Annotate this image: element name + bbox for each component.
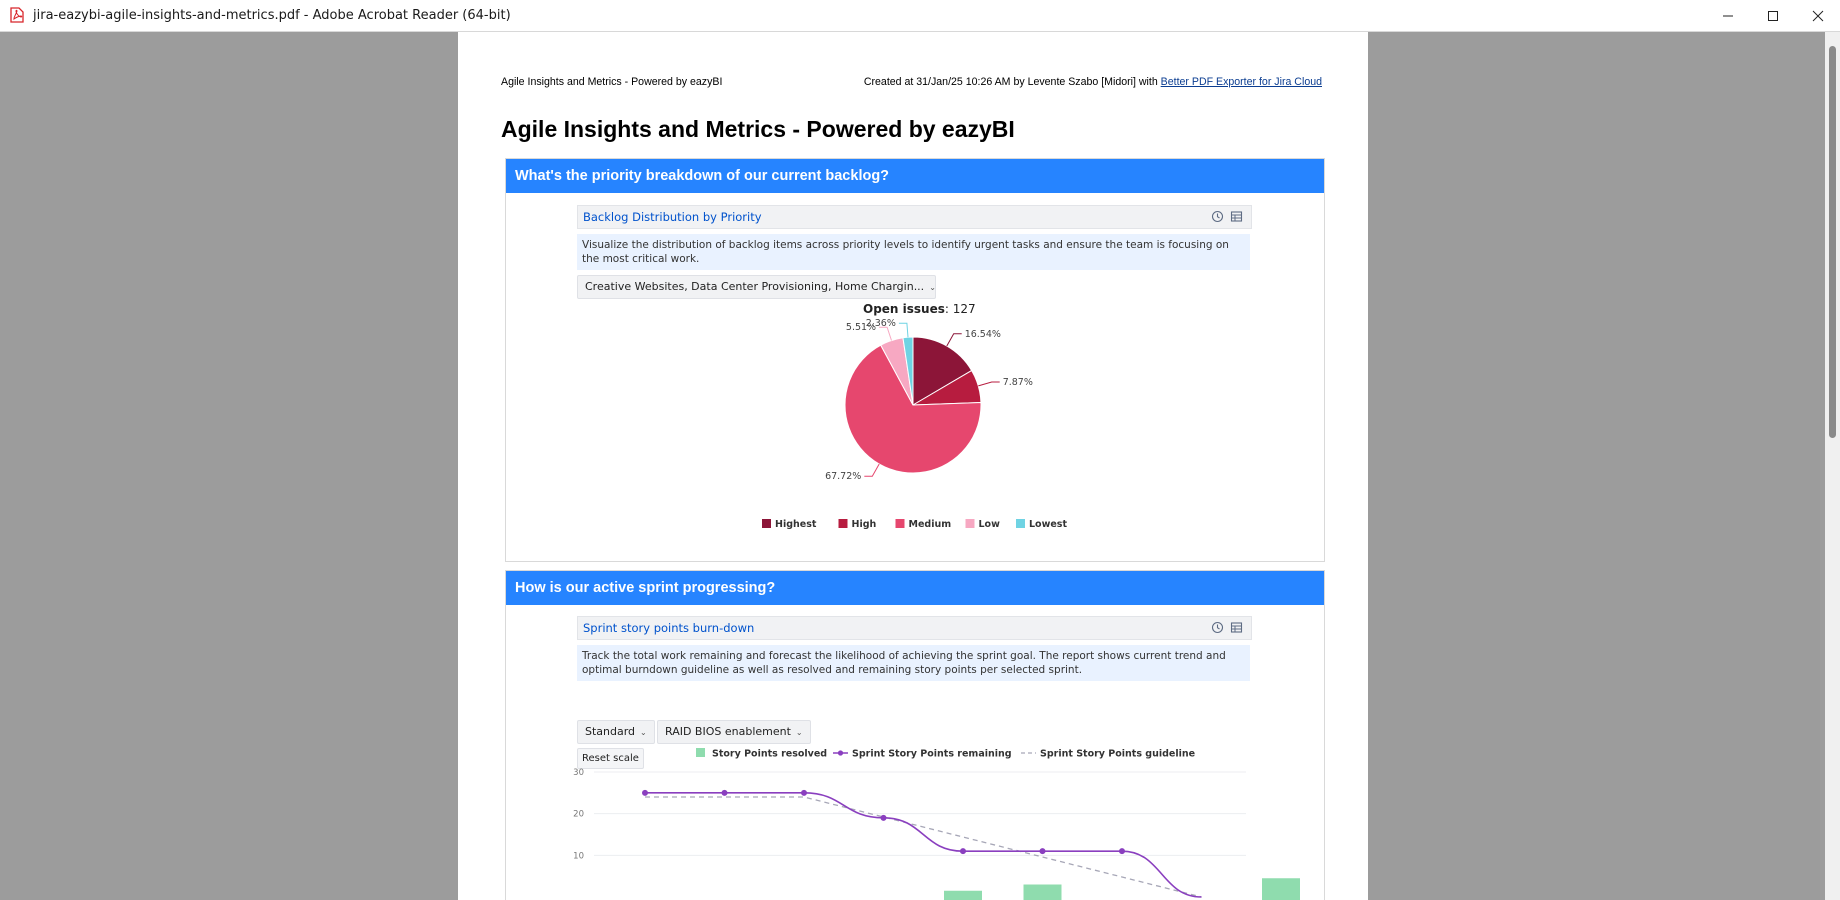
- legend-swatch: [838, 519, 848, 528]
- open-issues-label: Open issues: [863, 302, 945, 316]
- maximize-icon: [1768, 10, 1778, 21]
- document-viewport[interactable]: Agile Insights and Metrics - Powered by …: [0, 32, 1840, 900]
- pie-chart: 16.54% 7.87% 67.72% 5.51%2.36% Highest High Me…: [762, 319, 1067, 530]
- legend-swatch: [762, 519, 771, 528]
- legend-marker: [837, 750, 844, 756]
- pdf-page: Agile Insights and Metrics - Powered by …: [458, 32, 1368, 900]
- remaining-line: [645, 792, 1202, 898]
- pie-data-label: 7.87%: [1003, 377, 1033, 388]
- clock-icon[interactable]: [1211, 621, 1224, 634]
- window-title: jira-eazybi-agile-insights-and-metrics.p…: [33, 8, 511, 23]
- legend-swatch: [696, 748, 705, 757]
- close-button[interactable]: [1795, 0, 1840, 31]
- section-heading: What's the priority breakdown of our cur…: [506, 159, 1324, 193]
- legend-label: Low: [979, 519, 1001, 530]
- remaining-point[interactable]: [801, 789, 807, 796]
- legend-label: Sprint Story Points guideline: [1040, 749, 1195, 760]
- scrollbar-thumb[interactable]: [1829, 46, 1836, 438]
- legend-item-medium[interactable]: Medium: [895, 519, 952, 530]
- gadget-title[interactable]: Backlog Distribution by Priority: [583, 210, 762, 224]
- open-issues-summary: Open issues: 127: [863, 302, 976, 316]
- section-heading: How is our active sprint progressing?: [506, 571, 1324, 605]
- page-header-left: Agile Insights and Metrics - Powered by …: [501, 76, 723, 88]
- sprint-dropdown[interactable]: RAID BIOS enablement ⌄: [657, 720, 811, 744]
- remaining-point[interactable]: [1039, 848, 1046, 855]
- legend-label: Story Points resolved: [712, 749, 827, 760]
- pie-leader-line: [879, 326, 892, 341]
- minimize-icon: [1723, 15, 1733, 16]
- legend-item[interactable]: Sprint Story Points guideline: [1021, 749, 1195, 760]
- view-mode-dropdown[interactable]: Standard ⌄: [577, 720, 655, 744]
- gadget-description: Track the total work remaining and forec…: [577, 645, 1250, 681]
- vertical-scrollbar[interactable]: [1825, 32, 1840, 900]
- legend-item-lowest[interactable]: Lowest: [1016, 519, 1067, 530]
- close-icon: [1812, 10, 1824, 21]
- legend-swatch: [895, 519, 905, 528]
- chevron-down-icon: ⌄: [929, 283, 936, 292]
- maximize-button[interactable]: [1750, 0, 1796, 31]
- clock-icon[interactable]: [1211, 210, 1224, 223]
- chevron-down-icon: ⌄: [795, 728, 803, 737]
- section-sprint-progress: How is our active sprint progressing? Sp…: [505, 570, 1325, 900]
- pie-slice-medium[interactable]: [844, 344, 982, 474]
- chevron-down-icon: ⌄: [640, 728, 647, 737]
- bar-story-points-resolved[interactable]: [1023, 884, 1062, 900]
- gadget-header: Backlog Distribution by Priority: [577, 205, 1252, 229]
- remaining-point[interactable]: [880, 814, 887, 821]
- bar-story-points-resolved[interactable]: [1262, 878, 1300, 900]
- reset-scale-button[interactable]: Reset scale: [577, 748, 644, 769]
- legend-label: Lowest: [1029, 519, 1067, 530]
- legend-item-low[interactable]: Low: [965, 519, 1001, 530]
- pie-leader-line: [898, 322, 909, 338]
- minimize-button[interactable]: [1705, 0, 1751, 31]
- project-filter-value: Creative Websites, Data Center Provision…: [585, 280, 925, 293]
- pie-leader-line: [864, 463, 880, 477]
- y-tick-label: 10: [573, 851, 584, 861]
- pie-data-label: 16.54%: [965, 329, 1001, 340]
- burndown-chart: 30 20 10 Story Points resolved Sprint Story …: [573, 748, 1300, 900]
- page-header-right: Created at 31/Jan/25 10:26 AM by Levente…: [864, 76, 1322, 88]
- pie-data-label: 2.36%: [866, 319, 896, 329]
- remaining-point[interactable]: [960, 848, 966, 855]
- y-tick-label: 30: [573, 768, 584, 778]
- table-icon[interactable]: [1230, 210, 1243, 223]
- pie-leader-line: [946, 333, 962, 347]
- legend-label: High: [852, 519, 877, 530]
- pie-leader-line: [978, 381, 1000, 387]
- page-header-created: Created at 31/Jan/25 10:26 AM by Levente…: [863, 76, 1161, 88]
- legend-swatch: [1016, 519, 1025, 528]
- document-title: Agile Insights and Metrics - Powered by …: [501, 116, 1015, 142]
- legend-label: Highest: [775, 519, 817, 530]
- gadget-header: Sprint story points burn-down: [577, 616, 1252, 640]
- legend-item-highest[interactable]: Highest: [762, 519, 817, 530]
- legend-item-high[interactable]: High: [838, 519, 877, 530]
- pie-data-label: 67.72%: [825, 471, 861, 482]
- table-icon[interactable]: [1230, 621, 1243, 634]
- open-issues-value: : 127: [944, 302, 976, 316]
- remaining-point[interactable]: [1119, 848, 1125, 855]
- window-titlebar: jira-eazybi-agile-insights-and-metrics.p…: [0, 0, 1840, 32]
- remaining-point[interactable]: [721, 789, 728, 796]
- pie-data-label: 5.51%: [846, 322, 876, 333]
- remaining-point[interactable]: [642, 789, 648, 796]
- y-tick-label: 20: [573, 810, 584, 820]
- legend-label: Sprint Story Points remaining: [852, 749, 1012, 760]
- sprint-value: RAID BIOS enablement: [665, 725, 791, 738]
- legend-label: Medium: [909, 519, 952, 530]
- project-filter-dropdown[interactable]: Creative Websites, Data Center Provision…: [577, 275, 936, 299]
- legend-swatch: [965, 519, 975, 528]
- pie-slice-highest[interactable]: [912, 336, 973, 406]
- section-backlog-priority: What's the priority breakdown of our cur…: [505, 158, 1325, 562]
- exporter-link[interactable]: Better PDF Exporter for Jira Cloud: [1160, 76, 1322, 88]
- legend-item[interactable]: Story Points resolved: [696, 748, 827, 760]
- gadget-description: Visualize the distribution of backlog it…: [577, 234, 1250, 270]
- legend-item[interactable]: Sprint Story Points remaining: [833, 749, 1012, 760]
- view-mode-value: Standard: [585, 725, 636, 738]
- guideline-line: [645, 796, 1202, 898]
- acrobat-pdf-icon: [10, 7, 24, 23]
- bar-story-points-resolved[interactable]: [944, 890, 982, 900]
- gadget-title[interactable]: Sprint story points burn-down: [583, 621, 755, 635]
